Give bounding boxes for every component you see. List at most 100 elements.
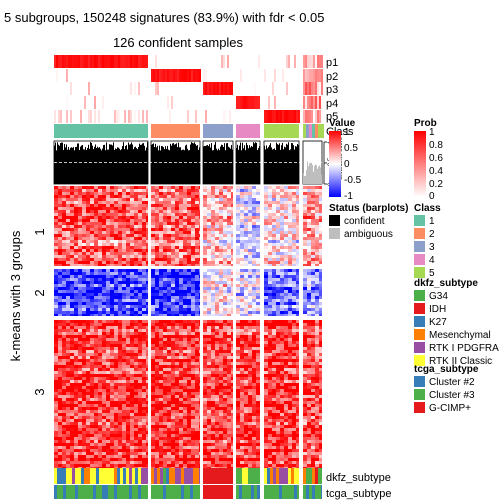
- heatmap-cell: [191, 255, 195, 258]
- heatmap-cell: [276, 231, 280, 234]
- silhouette-bar: [168, 149, 169, 184]
- heatmap-cell: [288, 240, 292, 243]
- heatmap-cell: [236, 228, 240, 231]
- heatmap-cell: [179, 222, 183, 225]
- heatmap-cell: [280, 186, 284, 189]
- silhouette-bar: [259, 146, 260, 184]
- heatmap-cell: [195, 261, 199, 264]
- heatmap-cell: [236, 362, 240, 365]
- heatmap-cell: [66, 302, 70, 305]
- heatmap-cell: [248, 269, 252, 272]
- heatmap-cell: [311, 326, 315, 329]
- heatmap-cell: [195, 269, 199, 272]
- heatmap-cell: [134, 344, 138, 347]
- heatmap-cell: [236, 252, 240, 255]
- heatmap-cell: [211, 311, 215, 314]
- heatmap-cell: [223, 383, 227, 386]
- heatmap-cell: [296, 210, 299, 213]
- heatmap-cell: [86, 383, 90, 386]
- heatmap-cell: [280, 383, 284, 386]
- heatmap-cell: [183, 320, 187, 323]
- heatmap-cell: [227, 386, 231, 389]
- heatmap-cell: [268, 213, 272, 216]
- heatmap-cell: [74, 207, 78, 210]
- heatmap-cell: [62, 264, 66, 266]
- heatmap-cell: [122, 380, 126, 383]
- heatmap-cell: [268, 293, 272, 296]
- heatmap-cell: [292, 329, 296, 332]
- heatmap-cell: [191, 299, 195, 302]
- heatmap-cell: [155, 386, 159, 389]
- heatmap-cell: [296, 216, 299, 219]
- heatmap-cell: [151, 210, 155, 213]
- heatmap-cell: [98, 389, 102, 392]
- heatmap-cell: [272, 302, 276, 305]
- heatmap-cell: [134, 258, 138, 261]
- silhouette-bar: [154, 147, 155, 184]
- heatmap-cell: [102, 216, 106, 219]
- heatmap-cell: [126, 314, 130, 316]
- heatmap-cell: [227, 353, 231, 356]
- prob-cell: [112, 55, 114, 68]
- silhouette-bar: [125, 146, 126, 184]
- prob-cell: [313, 82, 315, 95]
- heatmap-cell: [183, 386, 187, 389]
- heatmap-cell: [264, 356, 268, 359]
- silhouette-bar: [190, 144, 191, 184]
- heatmap-cell: [296, 353, 299, 356]
- heatmap-cell: [74, 213, 78, 216]
- heatmap-cell: [70, 210, 74, 213]
- heatmap-cell: [155, 216, 159, 219]
- heatmap-cell: [98, 192, 102, 195]
- heatmap-cell: [126, 335, 130, 338]
- heatmap-cell: [167, 243, 171, 246]
- heatmap-cell: [122, 359, 126, 362]
- heatmap-cell: [171, 272, 175, 275]
- heatmap-cell: [296, 201, 299, 204]
- heatmap-cell: [78, 284, 82, 287]
- heatmap-cell: [78, 237, 82, 240]
- heatmap-cell: [284, 359, 288, 362]
- heatmap-cell: [211, 368, 215, 371]
- heatmap-cell: [252, 386, 256, 389]
- prob-cell: [88, 110, 90, 123]
- heatmap-cell: [276, 192, 280, 195]
- heatmap-cell: [66, 281, 70, 284]
- heatmap-cell: [167, 314, 171, 316]
- heatmap-cell: [203, 329, 207, 332]
- heatmap-cell: [199, 305, 200, 308]
- heatmap-cell: [231, 275, 233, 278]
- heatmap-cell: [146, 278, 148, 281]
- heatmap-cell: [78, 201, 82, 204]
- heatmap-cell: [110, 192, 114, 195]
- heatmap-cell: [296, 269, 299, 272]
- heatmap-cell: [94, 353, 98, 356]
- heatmap-cell: [219, 210, 223, 213]
- heatmap-cell: [171, 311, 175, 314]
- heatmap-cell: [191, 258, 195, 261]
- heatmap-cell: [94, 383, 98, 386]
- heatmap-cell: [138, 329, 142, 332]
- heatmap-cell: [179, 332, 183, 335]
- heatmap-cell: [284, 222, 288, 225]
- heatmap-cell: [98, 323, 102, 326]
- heatmap-cell: [264, 362, 268, 365]
- silhouette-bar: [72, 147, 73, 184]
- heatmap-cell: [138, 293, 142, 296]
- heatmap-cell: [90, 284, 94, 287]
- heatmap-cell: [58, 213, 62, 216]
- heatmap-cell: [167, 374, 171, 377]
- heatmap-cell: [86, 347, 90, 350]
- heatmap-cell: [155, 365, 159, 368]
- heatmap-cell: [130, 269, 134, 272]
- heatmap-cell: [252, 308, 256, 311]
- heatmap-cell: [292, 362, 296, 365]
- heatmap-cell: [264, 261, 268, 264]
- heatmap-cell: [82, 323, 86, 326]
- prob-cell: [169, 110, 171, 123]
- heatmap-cell: [307, 264, 311, 266]
- heatmap-cell: [268, 377, 272, 380]
- heatmap-cell: [256, 240, 260, 243]
- heatmap-cell: [244, 332, 248, 335]
- heatmap-cell: [163, 195, 167, 198]
